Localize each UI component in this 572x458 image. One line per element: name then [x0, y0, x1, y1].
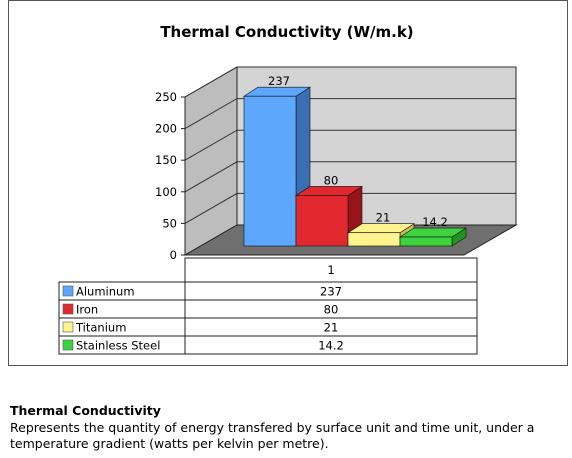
legend-swatch [62, 339, 74, 351]
y-tick-label: 200 [155, 122, 177, 136]
legend-swatch [62, 285, 74, 297]
chart-frame: Thermal Conductivity (W/m.k) 0 50 100 150 20… [8, 0, 568, 366]
data-label: 80 [324, 173, 339, 187]
caption: Thermal Conductivity Represents the quan… [10, 403, 566, 452]
bar-front [347, 232, 401, 247]
legend-label: Iron [76, 303, 98, 317]
legend-label: Titanium [75, 321, 126, 335]
y-tick-label: 150 [155, 153, 177, 167]
legend-swatch [62, 321, 74, 333]
gridline [184, 66, 516, 98]
legend-label: Aluminum [76, 285, 135, 299]
legend-label: Stainless Steel [76, 339, 160, 353]
bar-front [399, 236, 453, 247]
y-tick-label: 100 [155, 185, 177, 199]
table-value: 21 [324, 321, 339, 335]
table-value: 237 [320, 285, 342, 299]
gridline [184, 161, 516, 193]
bar-front [295, 195, 349, 247]
table-header-cell [184, 257, 478, 283]
bar-front [243, 95, 297, 247]
caption-text: Represents the quantity of energy transf… [10, 420, 535, 451]
bar-aluminum [242, 86, 312, 247]
thermal-conductivity-chart: Thermal Conductivity (W/m.k) 0 50 100 150 20… [58, 23, 518, 355]
gridline [184, 192, 516, 224]
table-value: 80 [324, 303, 339, 317]
chart-side-wall [184, 66, 238, 256]
y-tick-label: 50 [162, 216, 177, 230]
data-label: 237 [268, 74, 290, 88]
gridline [184, 98, 516, 130]
y-tick-label: 250 [155, 90, 177, 104]
chart-title: Thermal Conductivity (W/m.k) [160, 23, 413, 41]
y-tick-label: 0 [170, 248, 177, 262]
table-value: 14.2 [318, 339, 344, 353]
gridline [184, 129, 516, 161]
data-label: 21 [376, 211, 391, 225]
caption-title: Thermal Conductivity [10, 403, 161, 418]
bar-stainless-steel [398, 227, 468, 247]
data-label: 14.2 [422, 215, 448, 229]
legend-swatch [62, 303, 74, 315]
value-cell [184, 335, 478, 355]
category-label: 1 [327, 263, 334, 277]
